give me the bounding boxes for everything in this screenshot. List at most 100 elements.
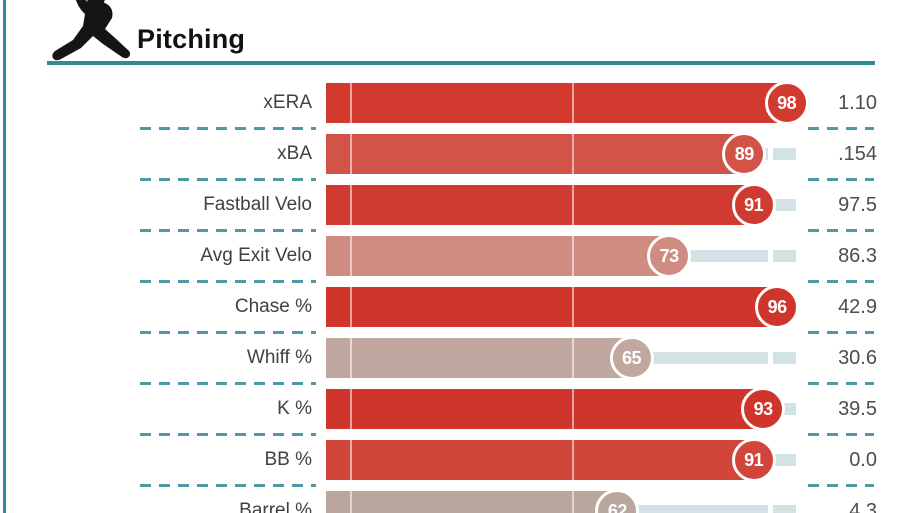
stat-row: xERA 98 1.10: [0, 81, 912, 130]
separator-dash-right: [808, 484, 874, 487]
bar-gridline-start: [350, 491, 352, 513]
bar-gridline-mid: [572, 134, 574, 174]
stat-value: .154: [838, 143, 877, 165]
stat-value: 1.10: [838, 92, 877, 114]
stat-value: 86.3: [838, 245, 877, 267]
row-separator: [0, 484, 912, 487]
percentile-bar[interactable]: 98: [326, 81, 809, 125]
bar-gridline-start: [350, 287, 352, 327]
separator-dash-left: [140, 433, 316, 436]
stat-row: Fastball Velo 91 97.5: [0, 183, 912, 232]
percentile-badge[interactable]: 91: [731, 183, 776, 227]
percentile-bar[interactable]: 91: [326, 438, 796, 482]
bar-fill: [326, 185, 775, 225]
percentile-badge[interactable]: 91: [731, 438, 776, 482]
percentile-bar[interactable]: 62: [326, 489, 796, 513]
separator-dash-right: [808, 433, 874, 436]
separator-dash-right: [808, 331, 874, 334]
percentile-bar[interactable]: 89: [326, 132, 796, 176]
bar-track-gap: [768, 352, 773, 364]
row-separator: [0, 127, 912, 130]
stat-label: Chase %: [234, 296, 312, 317]
stat-row: Chase % 96 42.9: [0, 285, 912, 334]
stat-value: 42.9: [838, 296, 877, 318]
panel-left-border: [3, 0, 6, 513]
bar-gridline-start: [350, 236, 352, 276]
bar-fill: [326, 134, 766, 174]
row-separator: [0, 229, 912, 232]
bar-track-gap: [768, 505, 773, 513]
percentile-bar[interactable]: 91: [326, 183, 796, 227]
percentile-badge[interactable]: 65: [609, 336, 654, 380]
bar-fill: [326, 338, 653, 378]
row-separator: [0, 382, 912, 385]
separator-dash-right: [808, 127, 874, 130]
stat-value: 0.0: [849, 449, 877, 471]
bar-gridline-start: [350, 185, 352, 225]
row-separator: [0, 433, 912, 436]
row-separator: [0, 331, 912, 334]
stat-rows: xERA 98 1.10 xBA: [0, 81, 912, 513]
stat-label: xBA: [277, 143, 312, 164]
stat-row: xBA 89 .154: [0, 132, 912, 181]
bar-gridline-mid: [572, 338, 574, 378]
percentile-bar[interactable]: 73: [326, 234, 796, 278]
separator-dash-right: [808, 178, 874, 181]
separator-dash-left: [140, 229, 316, 232]
percentile-badge[interactable]: 96: [755, 285, 800, 329]
bar-gridline-mid: [572, 287, 574, 327]
bar-track-gap: [768, 250, 773, 262]
bar-fill: [326, 491, 639, 513]
stat-row: Whiff % 65 30.6: [0, 336, 912, 385]
bar-fill: [326, 236, 691, 276]
pitcher-icon: [52, 0, 131, 61]
bar-track-gap: [768, 148, 773, 160]
percentile-badge[interactable]: 93: [741, 387, 786, 431]
percentile-badge[interactable]: 62: [595, 489, 640, 513]
stat-value: 30.6: [838, 347, 877, 369]
percentile-bar[interactable]: 93: [326, 387, 796, 431]
percentile-bar[interactable]: 96: [326, 285, 800, 329]
separator-dash-right: [808, 229, 874, 232]
stat-row: K % 93 39.5: [0, 387, 912, 436]
percentile-bar[interactable]: 65: [326, 336, 796, 380]
percentile-badge[interactable]: 98: [764, 81, 809, 125]
separator-dash-left: [140, 178, 316, 181]
row-separator: [0, 178, 912, 181]
bar-fill: [326, 440, 775, 480]
bar-gridline-mid: [572, 83, 574, 123]
separator-dash-left: [140, 382, 316, 385]
bar-gridline-start: [350, 389, 352, 429]
stat-value: 4.3: [849, 500, 877, 513]
stat-label: Avg Exit Velo: [200, 245, 312, 266]
stat-value: 97.5: [838, 194, 877, 216]
separator-dash-left: [140, 331, 316, 334]
stat-row: Barrel % 62 4.3: [0, 489, 912, 513]
stat-label: K %: [277, 398, 312, 419]
stat-value: 39.5: [838, 398, 877, 420]
percentile-badge[interactable]: 89: [722, 132, 767, 176]
separator-dash-left: [140, 280, 316, 283]
header-underline: [47, 61, 875, 65]
stat-label: BB %: [264, 449, 312, 470]
stat-row: BB % 91 0.0: [0, 438, 912, 487]
stat-row: Avg Exit Velo 73 86.3: [0, 234, 912, 283]
stat-label: Barrel %: [239, 500, 312, 513]
stat-label: xERA: [263, 92, 312, 113]
row-separator: [0, 280, 912, 283]
bar-gridline-mid: [572, 440, 574, 480]
stat-label: Whiff %: [246, 347, 312, 368]
separator-dash-left: [140, 127, 316, 130]
separator-dash-left: [140, 484, 316, 487]
bar-gridline-mid: [572, 389, 574, 429]
section-title: Pitching: [137, 24, 246, 54]
stat-label: Fastball Velo: [203, 194, 312, 215]
percentile-badge[interactable]: 73: [647, 234, 692, 278]
bar-gridline-mid: [572, 236, 574, 276]
bar-gridline-mid: [572, 491, 574, 513]
bar-gridline-mid: [572, 185, 574, 225]
bar-fill: [326, 287, 799, 327]
bar-gridline-start: [350, 440, 352, 480]
separator-dash-right: [808, 382, 874, 385]
